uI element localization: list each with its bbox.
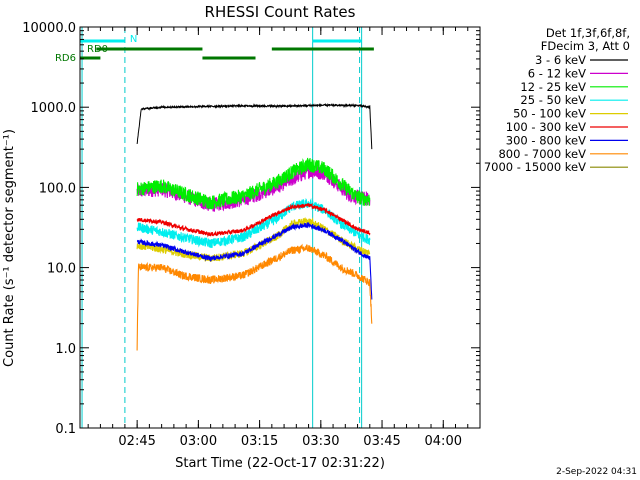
legend: Det 1f,3f,6f,8f, FDecim 3, Att 0 3 - 6 k… bbox=[484, 26, 630, 174]
generation-date: 2-Sep-2022 04:31 bbox=[556, 467, 637, 477]
y-tick-label: 0.1 bbox=[55, 422, 76, 437]
series-line bbox=[136, 202, 371, 238]
y-tick-label: 1.0 bbox=[55, 342, 76, 357]
series-line bbox=[136, 197, 371, 248]
x-tick-label: 03:00 bbox=[180, 434, 217, 449]
x-tick-label: 03:30 bbox=[302, 434, 339, 449]
series-line bbox=[136, 157, 371, 210]
x-tick-label: 03:15 bbox=[241, 434, 278, 449]
flag-label: N bbox=[130, 34, 137, 45]
flag-label: RD6 bbox=[55, 53, 76, 64]
x-tick-label: 03:45 bbox=[363, 434, 400, 449]
x-tick-label: 02:45 bbox=[118, 434, 155, 449]
legend-label: 6 - 12 keV bbox=[528, 66, 586, 80]
legend-label: 800 - 7000 keV bbox=[498, 147, 586, 161]
x-tick-label: 04:00 bbox=[425, 434, 462, 449]
chart-title: RHESSI Count Rates bbox=[205, 3, 356, 21]
legend-label: 7000 - 15000 keV bbox=[484, 160, 586, 174]
legend-label: 300 - 800 keV bbox=[506, 133, 586, 147]
legend-label: 3 - 6 keV bbox=[535, 53, 586, 67]
legend-label: 25 - 50 keV bbox=[520, 93, 586, 107]
series-layer bbox=[136, 102, 373, 351]
series-line bbox=[136, 243, 373, 351]
y-tick-label: 10.0 bbox=[47, 262, 76, 277]
legend-header-line-1: Det 1f,3f,6f,8f, bbox=[546, 26, 630, 40]
legend-header-line-2: FDecim 3, Att 0 bbox=[541, 39, 630, 53]
y-tick-label: 1000.0 bbox=[31, 101, 77, 116]
saa-boundary-lines bbox=[124, 27, 361, 428]
flag-label: RD0 bbox=[87, 44, 108, 55]
series-line bbox=[136, 102, 373, 150]
y-axis-label: Count Rate (s⁻¹ detector segment⁻¹) bbox=[2, 129, 17, 367]
legend-label: 50 - 100 keV bbox=[513, 107, 586, 121]
legend-label: 100 - 300 keV bbox=[506, 120, 586, 134]
y-tick-label: 10000.0 bbox=[22, 21, 76, 36]
legend-label: 12 - 25 keV bbox=[520, 80, 586, 94]
flag-markers: N RD0 RD6 bbox=[55, 34, 374, 64]
y-axis: 0.1 1.0 10.0 100.0 1000.0 10000.0 bbox=[22, 21, 480, 437]
series-line bbox=[136, 222, 373, 300]
plot-frame bbox=[79, 26, 481, 429]
x-axis-label: Start Time (22-Oct-17 02:31:22) bbox=[175, 456, 385, 471]
x-axis: 02:45 03:00 03:15 03:30 03:45 04:00 bbox=[87, 27, 481, 449]
y-tick-label: 100.0 bbox=[39, 181, 76, 196]
